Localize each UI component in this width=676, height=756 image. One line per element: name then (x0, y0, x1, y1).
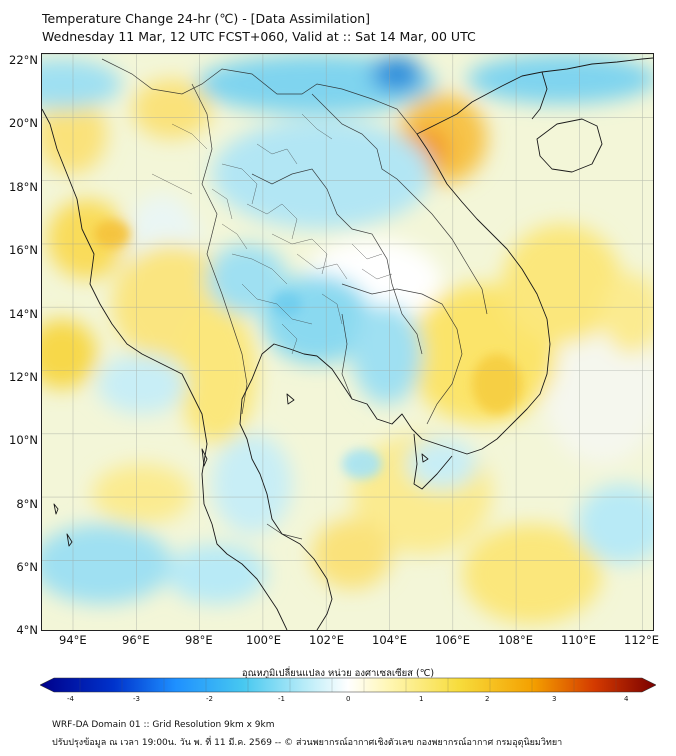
coastlines (42, 57, 653, 630)
lon-label: 108°E (498, 633, 533, 647)
graticule (42, 54, 653, 630)
colorbar-title: อุณหภูมิเปลี่ยนแปลง หน่วย องศาเซลเซียส (… (241, 668, 435, 679)
footer-model-info: WRF-DA Domain 01 :: Grid Resolution 9km … (52, 720, 275, 730)
lon-label: 104°E (372, 633, 407, 647)
temperature-field-detail (94, 220, 522, 479)
colorbar-tick: -3 (133, 695, 140, 703)
colorbar-tick: 0 (346, 695, 351, 703)
lon-label: 110°E (561, 633, 596, 647)
lat-label: 6°N (16, 560, 38, 574)
lon-label: 102°E (309, 633, 344, 647)
temperature-field (42, 54, 653, 624)
lat-label: 20°N (9, 116, 38, 130)
chart-subtitle: Wednesday 11 Mar, 12 UTC FCST+060, Valid… (42, 29, 476, 44)
lon-label: 100°E (246, 633, 281, 647)
colorbar-tick: -1 (278, 695, 285, 703)
chart-title: Temperature Change 24-hr (℃) - [Data Ass… (42, 11, 371, 26)
colorbar (40, 677, 656, 693)
country-borders (101, 58, 488, 540)
lon-label: 98°E (185, 633, 213, 647)
colorbar-tick: -2 (206, 695, 213, 703)
lat-label: 18°N (9, 180, 38, 194)
colorbar-ramp (40, 677, 656, 693)
colorbar-tick: -4 (67, 695, 74, 703)
colorbar-tick: 2 (485, 695, 490, 703)
lat-label: 16°N (9, 243, 38, 257)
lon-label: 106°E (435, 633, 470, 647)
colorbar-tick: 4 (624, 695, 629, 703)
lat-label: 14°N (9, 307, 38, 321)
colorbar-tick: 1 (419, 695, 424, 703)
lon-label: 96°E (122, 633, 150, 647)
lon-label: 112°E (624, 633, 659, 647)
lat-label: 12°N (9, 370, 38, 384)
lat-label: 4°N (16, 623, 38, 637)
lat-label: 10°N (9, 433, 38, 447)
temperature-change-map (42, 54, 653, 630)
colorbar-tick: 3 (552, 695, 557, 703)
lon-label: 94°E (59, 633, 87, 647)
lat-label: 22°N (9, 53, 38, 67)
lat-label: 8°N (16, 497, 38, 511)
map-panel (41, 53, 654, 631)
province-borders (151, 113, 393, 355)
footer-credit: ปรับปรุงข้อมูล ณ เวลา 19:00น. วัน พ. ที่… (52, 738, 563, 748)
